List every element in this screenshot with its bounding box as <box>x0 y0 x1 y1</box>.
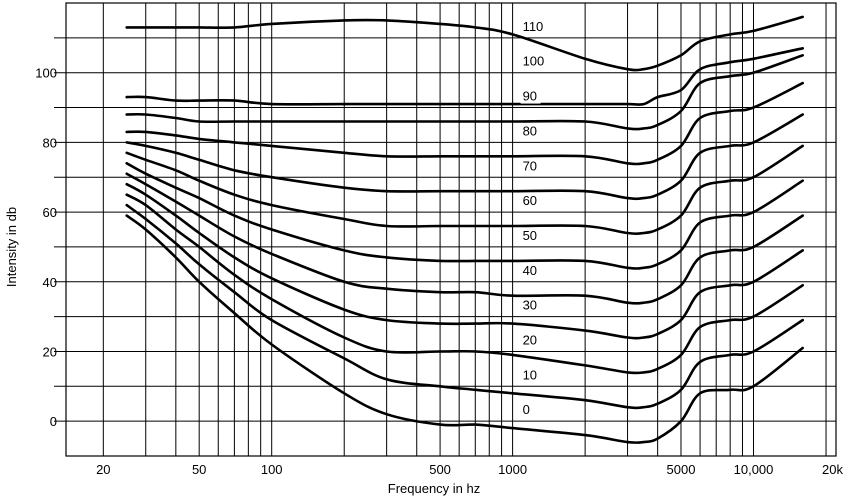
curve-label-80: 80 <box>523 123 537 138</box>
x-tick-label: 500 <box>429 462 451 477</box>
curve-label-bg <box>520 368 541 383</box>
curve-50-phon <box>125 162 804 270</box>
curve-60-phon <box>125 144 804 235</box>
curve-label-70: 70 <box>523 158 537 173</box>
y-axis-title: Intensity in db <box>4 207 19 287</box>
curve-20-phon <box>125 193 804 375</box>
curve-label-10: 10 <box>523 367 537 382</box>
curve-label-bg <box>520 89 541 104</box>
curve-100-phon <box>125 47 804 106</box>
curve-labels: 0 10 20 30 40 50 60 70 80 90 100 110 <box>520 19 549 418</box>
curve-label-0: 0 <box>523 402 530 417</box>
curve-label-bg <box>520 228 541 243</box>
curve-label-bg <box>520 159 541 174</box>
curve-label-40: 40 <box>523 263 537 278</box>
x-tick-label: 5000 <box>667 462 696 477</box>
y-tick-label: 0 <box>50 414 57 429</box>
x-tick-label: 100 <box>261 462 283 477</box>
y-tick-label: 40 <box>43 275 57 290</box>
curve-10-phon <box>125 203 804 410</box>
curve-label-50: 50 <box>523 228 537 243</box>
curve-label-bg <box>520 19 549 34</box>
curve-label-bg <box>520 124 541 139</box>
x-tick-label: 20 <box>96 462 110 477</box>
y-tick-label: 20 <box>43 344 57 359</box>
grid <box>54 2 837 457</box>
curve-label-60: 60 <box>523 193 537 208</box>
curve-40-phon <box>125 172 804 305</box>
curve-label-bg <box>520 333 541 348</box>
y-tick-label: 80 <box>43 135 57 150</box>
curve-label-110: 110 <box>523 19 544 34</box>
curve-label-90: 90 <box>523 89 537 104</box>
y-tick-label: 60 <box>43 205 57 220</box>
x-tick-label: 10,000 <box>734 462 774 477</box>
curve-label-20: 20 <box>523 332 537 347</box>
curve-label-bg <box>520 263 541 278</box>
curve-30-phon <box>125 182 804 340</box>
curve-label-bg <box>520 298 541 313</box>
curve-90-phon <box>125 54 804 131</box>
curves <box>125 15 804 445</box>
y-tick-label: 100 <box>35 66 57 81</box>
x-tick-label: 50 <box>192 462 206 477</box>
curve-70-phon <box>125 113 804 201</box>
x-axis-title: Frequency in hz <box>388 481 481 496</box>
curve-label-30: 30 <box>523 298 537 313</box>
x-axis-tick-labels: 20 50 100 500 1000 5000 10,000 20k <box>96 462 843 477</box>
curve-110-phon <box>125 15 804 72</box>
curve-label-100: 100 <box>523 54 545 69</box>
x-tick-label: 1000 <box>498 462 527 477</box>
curve-0-phon <box>125 214 804 445</box>
y-axis-tick-labels: 0 20 40 60 80 100 <box>35 66 57 429</box>
x-tick-label: 20k <box>822 462 843 477</box>
curve-label-bg <box>520 403 533 418</box>
curve-80-phon <box>125 81 804 166</box>
curve-label-bg <box>520 54 549 69</box>
plot-frame <box>65 2 837 457</box>
curve-label-bg <box>520 194 541 209</box>
